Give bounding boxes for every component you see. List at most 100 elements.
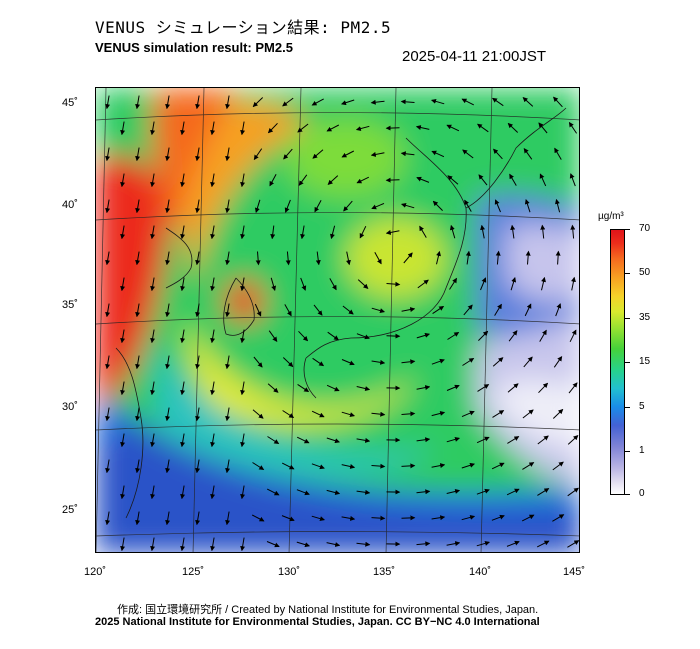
- wind-arrow: [374, 252, 382, 265]
- wind-arrow: [465, 250, 471, 265]
- wind-arrow: [240, 121, 246, 136]
- wind-arrow: [225, 95, 231, 110]
- wind-arrow: [417, 279, 429, 289]
- wind-arrow: [240, 277, 246, 292]
- wind-arrow: [105, 355, 111, 370]
- coastlines: [115, 107, 567, 519]
- wind-arrow: [415, 125, 430, 130]
- wind-arrow: [478, 174, 488, 186]
- wind-arrow: [447, 175, 459, 185]
- wind-arrow: [371, 411, 386, 417]
- wind-arrow: [371, 515, 386, 521]
- wind-arrow: [538, 382, 549, 394]
- colorbar: [610, 229, 625, 495]
- wind-arrow: [251, 514, 265, 522]
- wind-arrow: [493, 148, 503, 160]
- wind-arrow: [524, 199, 531, 213]
- lat-label-40: 40˚: [62, 199, 78, 211]
- wind-arrow: [326, 542, 341, 547]
- wind-arrow: [150, 225, 156, 240]
- coast-bohai: [165, 227, 193, 289]
- wind-arrow: [386, 281, 401, 287]
- colorbar-tickmark: [625, 273, 630, 274]
- wind-arrow: [267, 383, 279, 393]
- wind-arrow: [255, 251, 261, 266]
- wind-arrow: [180, 225, 186, 240]
- wind-arrow: [436, 250, 441, 265]
- wind-arrow: [327, 331, 339, 341]
- wind-arrow: [210, 433, 216, 448]
- wind-arrow: [105, 303, 111, 318]
- wind-arrow: [432, 305, 445, 315]
- wind-arrow: [135, 355, 141, 370]
- wind-arrow: [477, 123, 489, 133]
- wind-arrow: [135, 407, 141, 422]
- credit-line-creator: 作成: 国立環境研究所 / Created by National Instit…: [117, 604, 539, 616]
- wind-arrow: [494, 199, 501, 213]
- wind-arrow: [431, 150, 445, 158]
- wind-arrow: [120, 381, 126, 396]
- wind-arrow: [150, 329, 156, 344]
- wind-arrow: [476, 540, 491, 547]
- wind-arrow: [165, 511, 171, 526]
- wind-arrow: [150, 433, 156, 448]
- pm25-field-svg: [96, 88, 579, 552]
- wind-arrow: [180, 537, 186, 552]
- wind-arrow: [120, 121, 126, 136]
- wind-arrow: [195, 407, 201, 422]
- wind-arrow: [553, 96, 563, 108]
- wind-arrow: [432, 200, 443, 211]
- wind-arrow: [524, 303, 532, 317]
- wind-arrow: [462, 358, 475, 366]
- wind-arrow: [447, 332, 460, 340]
- wind-arrow: [311, 410, 325, 418]
- wind-arrow: [105, 147, 111, 162]
- wind-arrow: [540, 224, 546, 239]
- wind-arrow: [195, 95, 201, 110]
- wind-arrow: [539, 173, 547, 187]
- wind-arrow: [180, 277, 186, 292]
- lat-label-25: 25˚: [62, 504, 78, 516]
- forecast-timestamp: 2025-04-11 21:00JST: [402, 48, 546, 65]
- wind-arrow: [267, 122, 278, 134]
- wind-arrow: [446, 384, 460, 391]
- wind-arrow: [555, 303, 562, 317]
- wind-arrow: [506, 540, 520, 547]
- wind-arrow: [446, 124, 460, 132]
- wind-arrow: [568, 382, 578, 394]
- wind-arrow: [105, 407, 111, 422]
- wind-arrow: [567, 435, 579, 445]
- wind-arrow: [135, 303, 141, 318]
- colorbar-tickmark: [625, 494, 630, 495]
- wind-arrow: [537, 488, 550, 496]
- wind-arrow: [135, 147, 141, 162]
- wind-arrow: [225, 511, 231, 526]
- wind-arrow: [401, 307, 416, 313]
- wind-arrow: [509, 173, 517, 186]
- wind-arrow: [464, 199, 472, 212]
- wind-arrow: [296, 541, 310, 548]
- wind-arrow: [553, 356, 563, 368]
- wind-arrow: [342, 305, 354, 315]
- graticule: [96, 88, 579, 552]
- wind-arrow: [120, 537, 126, 552]
- lon-label-145: 145˚: [563, 566, 586, 578]
- wind-arrow: [401, 463, 416, 469]
- wind-arrow: [150, 537, 156, 552]
- wind-arrow: [135, 199, 141, 214]
- wind-arrow: [225, 303, 231, 318]
- wind-arrow: [356, 489, 371, 495]
- wind-arrow: [416, 385, 431, 391]
- wind-arrow: [180, 329, 186, 344]
- wind-arrow: [105, 95, 111, 110]
- wind-arrow: [281, 515, 295, 522]
- wind-arrow: [510, 277, 517, 291]
- wind-arrow: [120, 433, 126, 448]
- wind-arrow: [326, 489, 341, 495]
- wind-arrow: [195, 303, 201, 318]
- wind-arrow: [476, 436, 490, 444]
- wind-arrow: [567, 540, 579, 548]
- wind-arrow: [552, 514, 565, 522]
- wind-arrow: [282, 357, 294, 368]
- wind-arrow: [150, 173, 156, 188]
